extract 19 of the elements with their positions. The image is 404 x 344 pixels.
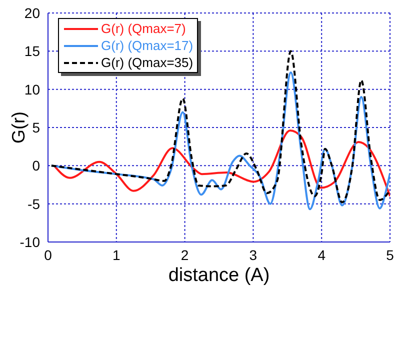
- legend-label: G(r) (Qmax=7): [101, 20, 186, 37]
- y-tick-label: 15: [24, 43, 40, 60]
- y-tick-label: 0: [32, 158, 40, 174]
- x-tick-label: 2: [180, 246, 189, 263]
- line-series: [53, 130, 390, 198]
- x-tick-label: 4: [318, 246, 326, 263]
- y-axis-title: G(r): [8, 112, 28, 144]
- y-tick-label: 20: [24, 4, 40, 21]
- legend-label: G(r) (Qmax=17): [101, 37, 194, 54]
- x-tick-label: 0: [44, 246, 52, 263]
- y-tick-label: -5: [28, 196, 40, 212]
- y-tick-label: 10: [24, 81, 40, 98]
- x-axis-title: distance (A): [168, 265, 270, 286]
- x-tick-label: 5: [386, 246, 394, 263]
- y-tick-label: 5: [32, 119, 40, 136]
- x-tick-label: 1: [112, 246, 120, 263]
- y-tick-label: -10: [20, 234, 40, 250]
- legend-label: G(r) (Qmax=35): [101, 54, 194, 71]
- x-tick-label: 3: [249, 246, 258, 263]
